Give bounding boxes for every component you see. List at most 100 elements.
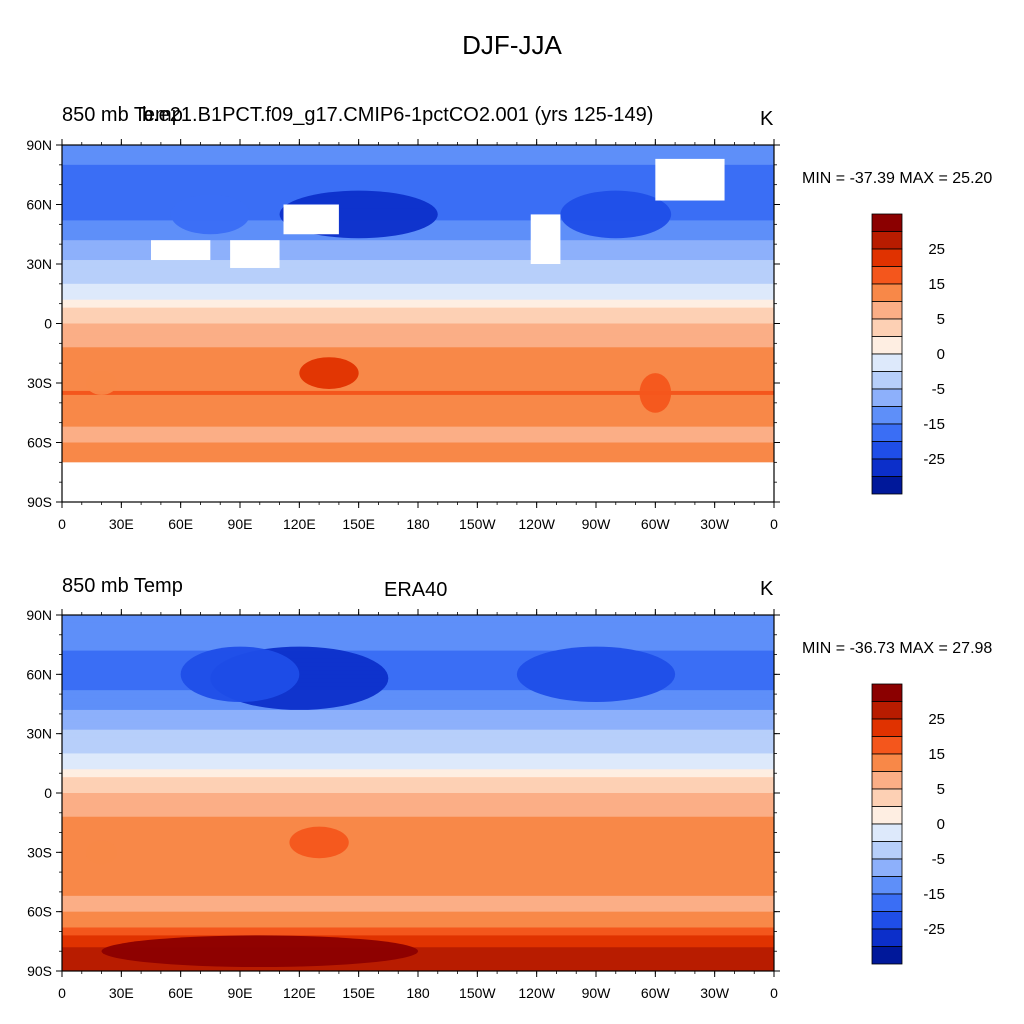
field-band: [62, 311, 774, 317]
colorbar-swatch: [871, 248, 903, 267]
lon-tick-label: 150E: [342, 516, 375, 532]
colorbar-swatch: [871, 858, 903, 877]
field-band: [62, 267, 774, 273]
panel1-map: [62, 145, 774, 502]
field-band: [62, 283, 774, 289]
masked-area: [62, 462, 774, 502]
panel1-case-label: b.e21.B1PCT.f09_g17.CMIP6-1pctCO2.001 (y…: [142, 104, 654, 126]
field-band: [62, 864, 774, 869]
lon-tick-label: 60W: [641, 516, 671, 532]
colorbars: 25 15 5 0 -5 -15 -25 25 15 5 0 -5 -15 -25: [871, 213, 945, 965]
lon-tick-label: 0: [770, 985, 778, 1001]
map-overlay: 90N 60N 30N 0 30S 60S 90S 0 30E 60E 90E 120E 150E 180…: [26, 137, 780, 1001]
field-band: [62, 406, 774, 412]
field-band: [62, 800, 774, 806]
colorbar-swatch: [871, 893, 903, 912]
colorbar-label: 15: [928, 276, 945, 293]
lon-tick-label: 120W: [518, 516, 555, 532]
lon-tick-label: 90E: [228, 516, 253, 532]
field-band: [62, 642, 774, 648]
colorbar-swatch: [871, 336, 903, 355]
panel2-units-label: K: [760, 578, 774, 600]
lat-tick-label: 90N: [26, 607, 52, 623]
field-band: [62, 876, 774, 881]
field-band: [62, 812, 774, 818]
field-band: [62, 232, 774, 237]
field-band: [62, 343, 774, 348]
field-band: [62, 152, 774, 158]
field-band: [62, 228, 774, 233]
field-band: [62, 959, 774, 964]
field-band: [62, 355, 774, 360]
colorbar-swatch: [871, 823, 903, 842]
field-band: [62, 789, 774, 794]
lon-tick-label: 120E: [283, 516, 316, 532]
field-band: [62, 319, 774, 325]
colorbar-swatch: [871, 231, 903, 250]
field-band: [62, 733, 774, 739]
field-band: [62, 176, 774, 182]
panel1-units-label: K: [760, 108, 774, 130]
colorbar-swatch: [871, 701, 903, 720]
lon-tick-label: 0: [58, 985, 66, 1001]
field-band: [62, 248, 774, 253]
field-band: [62, 903, 774, 909]
lat-tick-label: 90S: [27, 494, 52, 510]
field-band: [62, 252, 774, 257]
field-band: [62, 713, 774, 719]
lon-tick-label: 150W: [459, 516, 496, 532]
masked-area: [283, 204, 339, 235]
field-band: [62, 856, 774, 861]
field-band: [62, 907, 774, 913]
lon-tick-label: 120W: [518, 985, 555, 1001]
field-band: [62, 955, 774, 960]
field-band: [62, 915, 774, 921]
field-band: [62, 828, 774, 834]
field-band: [62, 192, 774, 198]
colorbar-swatch: [871, 841, 903, 860]
colorbar-swatch: [871, 476, 903, 495]
field-band: [62, 702, 774, 707]
field-band: [62, 887, 774, 893]
field-band: [62, 820, 774, 826]
colorbar-label: -5: [932, 851, 945, 868]
field-band: [62, 690, 774, 695]
lon-tick-label: 180: [406, 985, 430, 1001]
field-band: [62, 737, 774, 743]
lat-tick-label: 30S: [27, 375, 52, 391]
field-band: [62, 622, 774, 628]
field-band: [62, 654, 774, 660]
lat-tick-label: 0: [44, 316, 52, 332]
colorbar-label: -25: [923, 921, 945, 938]
field-band: [62, 422, 774, 428]
field-band: [62, 777, 774, 782]
colorbar-label: 25: [928, 241, 945, 258]
field-band: [62, 840, 774, 846]
colorbar-swatch: [871, 788, 903, 807]
colorbar-label: 0: [937, 346, 945, 363]
colorbar-swatch: [871, 771, 903, 790]
field-band: [62, 303, 774, 309]
field-band: [62, 160, 774, 166]
field-band: [62, 804, 774, 810]
colorbar-label: -25: [923, 451, 945, 468]
field-band: [62, 686, 774, 691]
lon-tick-label: 90W: [582, 985, 612, 1001]
field-band: [62, 438, 774, 444]
field-band: [62, 765, 774, 770]
panel2-case-label: ERA40: [384, 579, 448, 601]
field-band: [62, 638, 774, 644]
lat-tick-label: 60S: [27, 904, 52, 920]
field-band: [62, 773, 774, 778]
field-band: [62, 698, 774, 703]
field-band: [62, 836, 774, 842]
field-band: [62, 335, 774, 340]
field-band: [62, 761, 774, 766]
field-band: [62, 446, 774, 452]
lon-tick-label: 120E: [283, 985, 316, 1001]
colorbar-swatch: [871, 283, 903, 302]
field-band: [62, 323, 774, 329]
lon-tick-label: 90E: [228, 985, 253, 1001]
field-band: [62, 678, 774, 683]
